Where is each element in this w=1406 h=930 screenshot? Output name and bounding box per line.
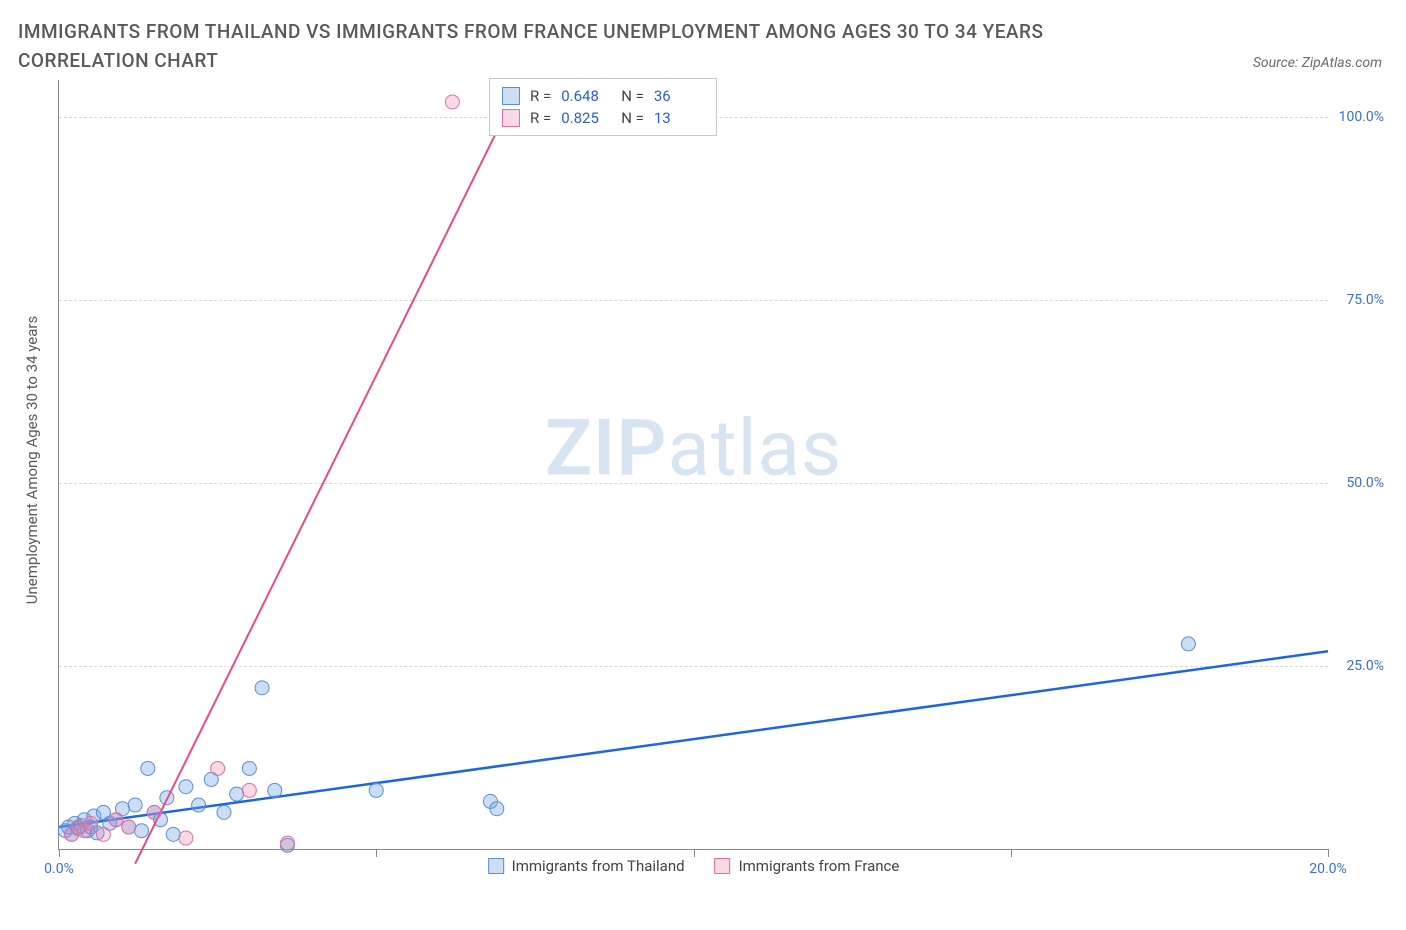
legend-swatch (488, 858, 504, 874)
data-point (280, 836, 294, 850)
data-point (141, 761, 155, 775)
legend-correlation: R = 0.648 N = 36 R = 0.825 N = 13 (489, 78, 717, 136)
legend-n-prefix: N = (621, 87, 644, 105)
legend-item: Immigrants from Thailand (488, 857, 685, 875)
trend-line (59, 651, 1328, 827)
data-point (490, 802, 504, 816)
data-point (96, 827, 110, 841)
legend-row: R = 0.825 N = 13 (502, 107, 704, 129)
data-point (147, 805, 161, 819)
legend-series: Immigrants from Thailand Immigrants from … (488, 857, 900, 875)
header: IMMIGRANTS FROM THAILAND VS IMMIGRANTS F… (0, 0, 1406, 75)
legend-row: R = 0.648 N = 36 (502, 85, 704, 107)
legend-n-value: 13 (654, 109, 704, 127)
legend-item: Immigrants from France (715, 857, 900, 875)
x-tick (376, 849, 377, 857)
legend-r-value: 0.825 (561, 109, 611, 127)
data-point (166, 827, 180, 841)
x-tick-label: 0.0% (44, 861, 74, 877)
chart-title: IMMIGRANTS FROM THAILAND VS IMMIGRANTS F… (18, 18, 1118, 75)
data-point (1181, 637, 1195, 651)
data-point (242, 783, 256, 797)
source-label: Source: ZipAtlas.com (1253, 55, 1382, 71)
data-point (179, 831, 193, 845)
legend-swatch (715, 858, 731, 874)
data-point (217, 805, 231, 819)
legend-label: Immigrants from France (739, 857, 900, 875)
x-tick (1011, 849, 1012, 857)
y-tick-label: 25.0% (1346, 658, 1384, 674)
data-point (255, 681, 269, 695)
data-point (230, 787, 244, 801)
legend-n-prefix: N = (621, 109, 644, 127)
data-point (268, 783, 282, 797)
y-tick-label: 100.0% (1339, 109, 1384, 125)
legend-r-prefix: R = (530, 87, 551, 105)
legend-r-value: 0.648 (561, 87, 611, 105)
legend-r-prefix: R = (530, 109, 551, 127)
chart-container: Unemployment Among Ages 30 to 34 years Z… (18, 80, 1388, 900)
x-tick (694, 849, 695, 857)
y-tick-label: 50.0% (1346, 475, 1384, 491)
data-point (109, 813, 123, 827)
y-tick-label: 75.0% (1346, 292, 1384, 308)
data-point (128, 798, 142, 812)
data-point (179, 780, 193, 794)
data-point (445, 95, 459, 109)
data-point (369, 783, 383, 797)
data-point (122, 820, 136, 834)
x-tick-label: 20.0% (1309, 861, 1347, 877)
x-tick (1328, 849, 1329, 857)
trend-line (135, 80, 522, 864)
plot-area: ZIPatlas R =0.648N =36R =0.825N =13 Immi… (58, 80, 1328, 850)
legend-label: Immigrants from Thailand (512, 857, 685, 875)
data-point (242, 761, 256, 775)
y-axis-label: Unemployment Among Ages 30 to 34 years (23, 316, 41, 604)
data-point (134, 824, 148, 838)
legend-swatch (502, 109, 520, 127)
legend-swatch (502, 87, 520, 105)
legend-n-value: 36 (654, 87, 704, 105)
x-tick (59, 849, 60, 857)
plot-svg (59, 80, 1328, 849)
data-point (211, 761, 225, 775)
data-point (192, 798, 206, 812)
data-point (84, 816, 98, 830)
